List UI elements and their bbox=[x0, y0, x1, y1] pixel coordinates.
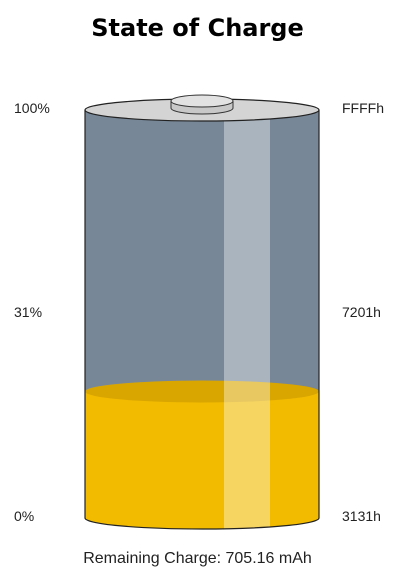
chart-title: State of Charge bbox=[91, 14, 304, 42]
left-scale-top-label: 100% bbox=[14, 100, 50, 116]
battery-charge-fill bbox=[85, 391, 319, 529]
right-scale-bottom-label: 3131h bbox=[342, 508, 381, 524]
right-scale-mid-label: 7201h bbox=[342, 304, 381, 320]
battery-highlight bbox=[224, 110, 270, 529]
battery-terminal-icon bbox=[170, 94, 234, 108]
left-scale-bottom-label: 0% bbox=[14, 508, 35, 524]
remaining-charge-text: Remaining Charge: 705.16 mAh bbox=[83, 550, 312, 567]
right-scale-top-label: FFFFh bbox=[342, 100, 384, 116]
battery-outline bbox=[84, 110, 320, 530]
battery-charge-surface bbox=[85, 380, 319, 403]
left-scale-mid-label: 31% bbox=[14, 304, 43, 320]
